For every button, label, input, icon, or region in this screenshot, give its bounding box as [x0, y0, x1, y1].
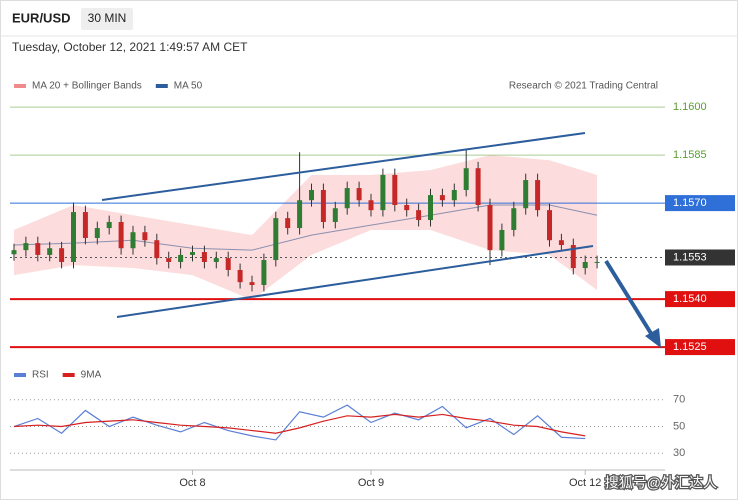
candle-body [35, 243, 41, 255]
candle-body [142, 232, 148, 241]
level-label: 1.1553 [673, 251, 707, 263]
candle-body [570, 245, 576, 269]
legend-swatch [62, 373, 75, 377]
candle-body [332, 208, 338, 222]
arrow-head [645, 328, 661, 348]
credit: Research © 2021 Trading Central [509, 81, 658, 92]
ma50-line [13, 204, 598, 251]
legend-label: RSI [32, 370, 49, 381]
candle-body [523, 180, 529, 209]
candle-body [178, 254, 184, 262]
trend-line [101, 132, 586, 201]
candle-body [463, 168, 469, 190]
x-tick-label: Oct 12 [569, 477, 601, 489]
level-box [665, 249, 735, 266]
candle-body [380, 174, 386, 211]
candle-body [547, 210, 552, 241]
candle-body [47, 248, 53, 255]
candle-body [594, 261, 600, 263]
candle-body [118, 221, 124, 249]
candle-body [487, 205, 493, 251]
level-box [665, 339, 735, 356]
bollinger-band [14, 155, 598, 301]
candle-body [213, 258, 219, 262]
candle-body [499, 229, 505, 251]
candle-body [249, 282, 255, 286]
level-label: 1.1525 [673, 341, 707, 353]
candle-body [392, 174, 398, 206]
candle-body [558, 240, 564, 246]
candle-body [404, 205, 410, 211]
candle-body [320, 189, 326, 222]
arrow-shaft [604, 259, 654, 337]
candle-body [11, 250, 17, 255]
candle-body [451, 189, 457, 201]
candle-body [237, 269, 243, 283]
level-label: 1.1600 [673, 101, 707, 113]
legend-swatch [14, 373, 26, 377]
candle-body [309, 189, 314, 201]
level-label: 1.1585 [673, 149, 707, 161]
level-box [665, 195, 735, 212]
candle-body [261, 260, 267, 286]
candle-body [23, 243, 29, 251]
y-tick-label: 30 [673, 447, 685, 459]
candle-body [535, 180, 541, 211]
candle-body [94, 228, 100, 238]
symbol: EUR/USD [12, 10, 71, 25]
candle-body [166, 258, 172, 262]
candle-body [439, 195, 445, 201]
candle-body [225, 258, 231, 270]
rsi-line [13, 413, 586, 437]
candle-body [273, 218, 279, 261]
timeframe-box [81, 8, 133, 30]
timestamp: Tuesday, October 12, 2021 1:49:57 AM CET [12, 40, 248, 54]
legend-swatch [14, 84, 26, 88]
candle-body [356, 188, 362, 201]
timeframe: 30 MIN [88, 11, 127, 25]
candle-body [154, 240, 160, 259]
candle-body [582, 261, 588, 269]
legend-swatch [155, 84, 168, 88]
legend-label: 9MA [81, 370, 102, 381]
candle-body [344, 188, 350, 209]
legend-label: MA 50 [174, 81, 203, 92]
trend-line [116, 245, 594, 318]
y-tick-label: 50 [673, 420, 685, 432]
rsi-line [13, 404, 586, 441]
candle-body [285, 218, 291, 229]
level-box [665, 291, 735, 308]
legend-label: MA 20 + Bollinger Bands [32, 81, 142, 92]
watermark: 搜狐号@外汇达人 [605, 475, 717, 491]
candle-body [130, 232, 136, 249]
level-label: 1.1540 [673, 293, 707, 305]
candle-body [416, 210, 422, 221]
candle-body [71, 212, 76, 262]
candle-body [368, 200, 374, 211]
plot: MA 20 + Bollinger Bands MA 50 1.1600 1.1585… [10, 81, 735, 489]
candle-body [190, 252, 195, 255]
x-tick-label: Oct 8 [179, 477, 205, 489]
candle-body [59, 248, 65, 262]
candle-body [428, 195, 433, 221]
candle-body [511, 208, 517, 230]
candle-body [82, 212, 88, 238]
y-tick-label: 70 [673, 394, 685, 406]
candle-body [297, 200, 303, 229]
candle-body [106, 221, 112, 229]
candle-body [201, 252, 207, 262]
level-label: 1.1570 [673, 197, 707, 209]
x-tick-label: Oct 9 [358, 477, 384, 489]
candle-body [475, 168, 481, 206]
